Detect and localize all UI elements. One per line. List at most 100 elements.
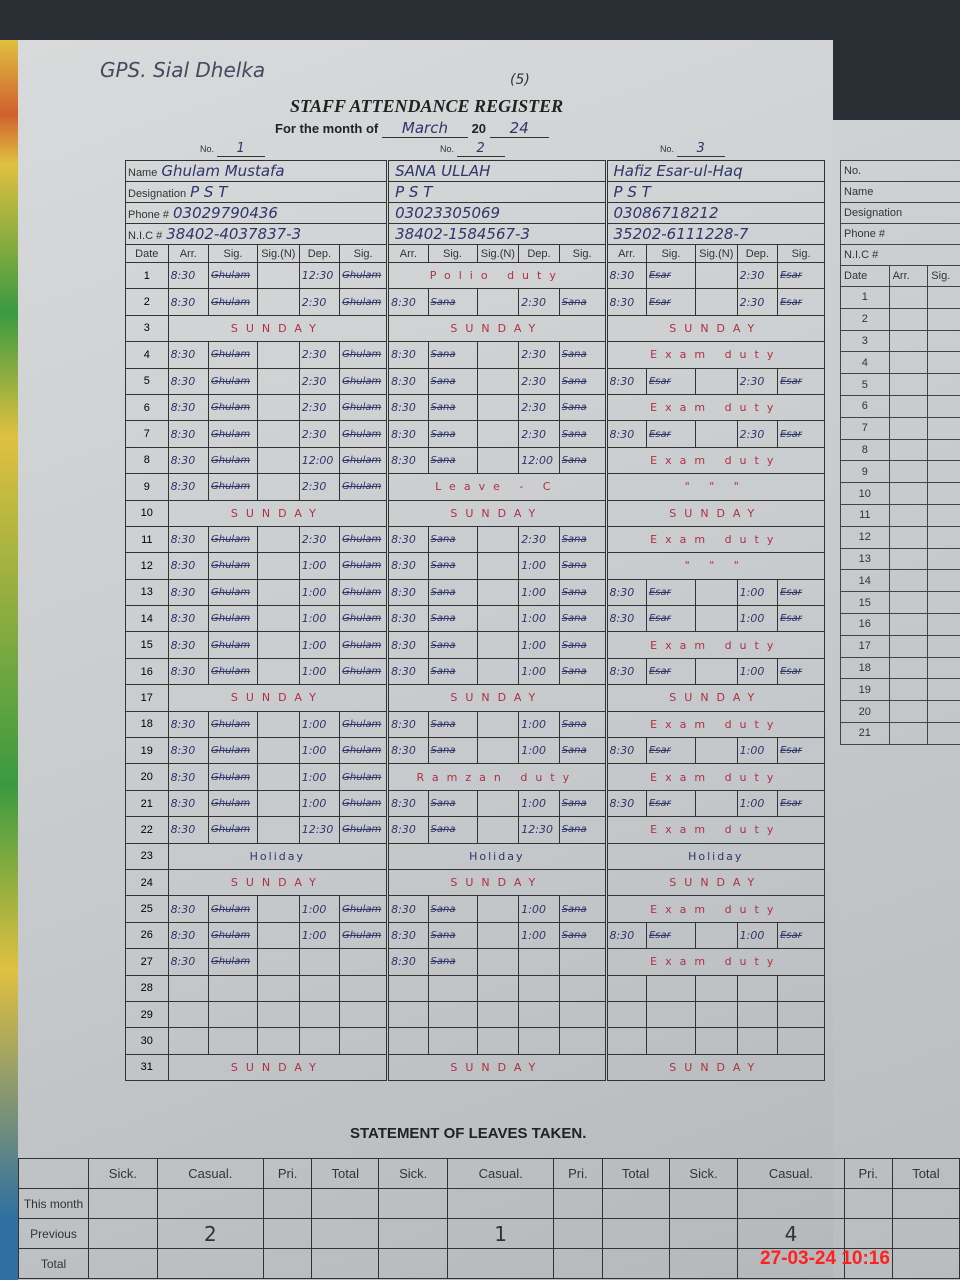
night-signature: [256, 948, 300, 976]
departure-time: 1:00: [736, 737, 779, 765]
cell: [888, 351, 929, 375]
departure-time: 2:30: [518, 341, 560, 369]
arrival-time: 8:30: [604, 737, 647, 765]
arrival-signature: Esar: [645, 789, 696, 818]
night-signature: [694, 288, 738, 316]
departure-time: 1:00: [298, 657, 341, 686]
arrival-time: 8:30: [167, 261, 210, 290]
arrival-time: 8:30: [167, 552, 210, 580]
arrival-signature: Ghulam: [208, 446, 258, 475]
cell: [927, 547, 960, 571]
nic-label: N.I.C #: [128, 230, 163, 242]
night-signature: [694, 420, 738, 448]
arrival-time: 8:30: [167, 657, 210, 686]
next-page-row: 12: [840, 525, 960, 549]
table-row: 28: [125, 974, 825, 1002]
staff-designation-cell: P S T: [604, 181, 826, 203]
note-cell: Exam duty: [604, 816, 826, 844]
note-cell: SUNDAY: [386, 499, 607, 527]
date-cell: 3: [840, 329, 890, 353]
arrival-signature: Sana: [427, 367, 478, 395]
leave-value: [88, 1248, 158, 1279]
staff-phone: 03086718212: [613, 204, 719, 222]
table-row: 30: [125, 1027, 825, 1055]
departure-signature: Sana: [558, 710, 607, 739]
departure-time: 1:00: [736, 921, 779, 950]
night-signature: [476, 974, 520, 1002]
next-page-row: 15: [840, 591, 960, 614]
note-cell: Holiday: [604, 842, 826, 870]
departure-time: [518, 974, 560, 1002]
night-signature: [476, 895, 520, 923]
next-page-header: Date Arr. Sig.: [840, 265, 960, 287]
leave-column-header: Total: [601, 1158, 670, 1189]
note-cell: Ramzan duty: [386, 763, 607, 791]
phone-label: Phone #: [128, 209, 169, 221]
arrival-signature: Ghulam: [208, 605, 258, 633]
next-page-row: 17: [840, 634, 960, 658]
cell: [927, 416, 960, 440]
note-cell: SUNDAY: [386, 1053, 607, 1082]
date-cell: 14: [840, 569, 890, 593]
arrival-time: [386, 974, 429, 1002]
note-cell: Exam duty: [604, 948, 826, 976]
arrival-signature: Esar: [645, 578, 696, 607]
note-cell: Exam duty: [604, 393, 826, 422]
next-page-row: 5: [840, 373, 960, 396]
next-page-row: 13: [840, 547, 960, 571]
leave-column-header: Sick.: [668, 1158, 739, 1189]
departure-signature: Ghulam: [339, 763, 389, 791]
departure-signature: Ghulam: [339, 657, 389, 686]
date-cell: 13: [840, 547, 890, 571]
departure-time: 2:30: [518, 288, 560, 316]
departure-time: 1:00: [736, 605, 779, 633]
next-page-info-p: Phone #: [840, 223, 960, 245]
arrival-signature: Sana: [427, 657, 478, 686]
cell: [888, 525, 929, 549]
next-page-info-n: Name: [840, 181, 960, 203]
arrival-time: 8:30: [604, 578, 647, 607]
register-title: STAFF ATTENDANCE REGISTER: [290, 96, 564, 116]
departure-signature: [558, 1000, 607, 1029]
next-page-label: Phone #: [840, 223, 960, 245]
departure-time: 2:30: [736, 420, 779, 448]
leave-value: [668, 1218, 739, 1249]
night-signature: [256, 393, 300, 422]
departure-signature: Sana: [558, 341, 607, 369]
note-cell: SUNDAY: [167, 314, 389, 343]
table-row: 2 8:30 Ghulam 2:30 Ghulam 8:30 Sana 2:30 Sana 8:3…: [125, 288, 825, 316]
table-row: 27 8:30 Ghulam 8:30 Sana Exam duty: [125, 948, 826, 976]
arrival-time: 8:30: [604, 288, 647, 316]
staff-phone-cell: 03023305069: [386, 202, 607, 224]
departure-signature: Ghulam: [339, 816, 389, 844]
date-cell: 16: [840, 612, 890, 636]
leave-value: [553, 1248, 603, 1279]
arrival-time: 8:30: [604, 921, 647, 950]
note-cell: SUNDAY: [604, 314, 826, 343]
departure-signature: Sana: [558, 393, 607, 422]
arrival-signature: Ghulam: [208, 921, 258, 950]
next-page-label: Name: [840, 181, 960, 203]
date-cell: 6: [125, 393, 169, 422]
arrival-signature: Ghulam: [208, 710, 258, 739]
arrival-signature: [427, 1027, 478, 1055]
dep-header: Dep.: [518, 244, 560, 263]
arrival-signature: [427, 1000, 478, 1029]
departure-time: 1:00: [736, 578, 779, 607]
next-page-row: 20: [840, 700, 960, 723]
arrival-signature: Ghulam: [208, 737, 258, 765]
arrival-signature: Sana: [427, 921, 478, 950]
night-signature: [476, 789, 520, 818]
arrival-time: [386, 1027, 429, 1055]
arrival-signature: Sana: [427, 816, 478, 844]
date-cell: 22: [125, 816, 169, 844]
date-cell: 11: [125, 525, 169, 554]
cell: [927, 721, 960, 745]
date-cell: 8: [840, 438, 890, 462]
staff-nic: 38402-4037837-3: [166, 225, 302, 243]
arrival-signature: Ghulam: [208, 631, 258, 659]
night-signature: [476, 1000, 520, 1029]
leave-value: [88, 1188, 158, 1219]
departure-signature: Sana: [558, 288, 607, 316]
night-signature: [476, 631, 520, 659]
